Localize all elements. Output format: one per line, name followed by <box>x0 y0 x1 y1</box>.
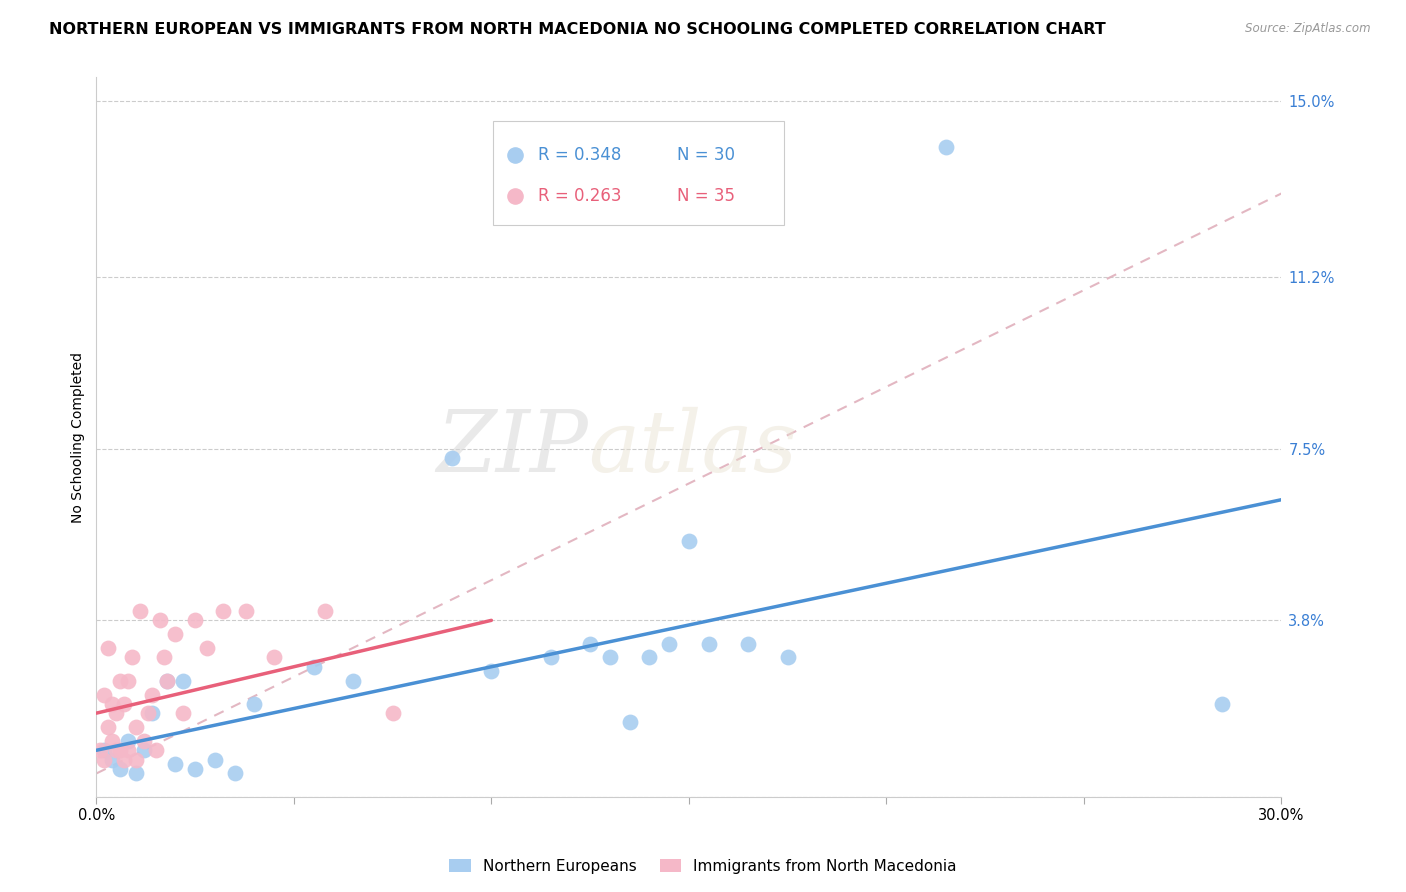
Text: atlas: atlas <box>588 407 797 489</box>
Point <box>172 706 194 720</box>
Point <box>108 673 131 688</box>
Point <box>93 753 115 767</box>
Point <box>658 636 681 650</box>
Point <box>342 673 364 688</box>
FancyBboxPatch shape <box>494 120 783 225</box>
Point <box>156 673 179 688</box>
Point <box>302 659 325 673</box>
Point <box>128 604 150 618</box>
Point <box>141 706 163 720</box>
Point <box>776 650 799 665</box>
Legend: Northern Europeans, Immigrants from North Macedonia: Northern Europeans, Immigrants from Nort… <box>443 853 963 880</box>
Point <box>195 641 218 656</box>
Point <box>136 706 159 720</box>
Point <box>108 743 131 757</box>
Point <box>125 766 148 780</box>
Point <box>105 743 128 757</box>
Point <box>172 673 194 688</box>
Point <box>184 613 207 627</box>
Point <box>619 715 641 730</box>
Text: Source: ZipAtlas.com: Source: ZipAtlas.com <box>1246 22 1371 36</box>
Point <box>697 636 720 650</box>
Point <box>678 534 700 549</box>
Point <box>235 604 257 618</box>
Point <box>152 650 174 665</box>
Point <box>101 697 124 711</box>
Point <box>112 697 135 711</box>
Point <box>101 734 124 748</box>
Point <box>105 706 128 720</box>
Point <box>599 650 621 665</box>
Point <box>121 650 143 665</box>
Text: ZIP: ZIP <box>436 407 588 489</box>
Point <box>935 140 957 154</box>
Point <box>112 753 135 767</box>
Point <box>381 706 404 720</box>
Point <box>1211 697 1233 711</box>
Point <box>263 650 285 665</box>
Point <box>117 734 139 748</box>
Point <box>479 665 502 679</box>
Point <box>97 720 120 734</box>
Point <box>117 673 139 688</box>
Point <box>101 753 124 767</box>
Point <box>737 636 759 650</box>
Point <box>165 627 187 641</box>
Point <box>440 450 463 465</box>
Point <box>117 743 139 757</box>
Y-axis label: No Schooling Completed: No Schooling Completed <box>72 351 86 523</box>
Point <box>638 650 661 665</box>
Point <box>97 641 120 656</box>
Point <box>540 650 562 665</box>
Text: NORTHERN EUROPEAN VS IMMIGRANTS FROM NORTH MACEDONIA NO SCHOOLING COMPLETED CORR: NORTHERN EUROPEAN VS IMMIGRANTS FROM NOR… <box>49 22 1107 37</box>
Point <box>165 757 187 772</box>
Point <box>579 636 602 650</box>
Point <box>211 604 233 618</box>
Point <box>156 673 179 688</box>
Point <box>184 762 207 776</box>
Text: N = 35: N = 35 <box>678 186 735 204</box>
Point <box>125 720 148 734</box>
Point <box>314 604 336 618</box>
Point <box>224 766 246 780</box>
Point <box>141 688 163 702</box>
Point <box>132 743 155 757</box>
Point <box>204 753 226 767</box>
Text: R = 0.348: R = 0.348 <box>538 146 621 164</box>
Point <box>125 753 148 767</box>
Point <box>108 762 131 776</box>
Point <box>148 613 170 627</box>
Point <box>89 743 111 757</box>
Text: R = 0.263: R = 0.263 <box>538 186 621 204</box>
Point <box>132 734 155 748</box>
Point <box>93 688 115 702</box>
Text: N = 30: N = 30 <box>678 146 735 164</box>
Point <box>243 697 266 711</box>
Point <box>93 743 115 757</box>
Point <box>145 743 167 757</box>
